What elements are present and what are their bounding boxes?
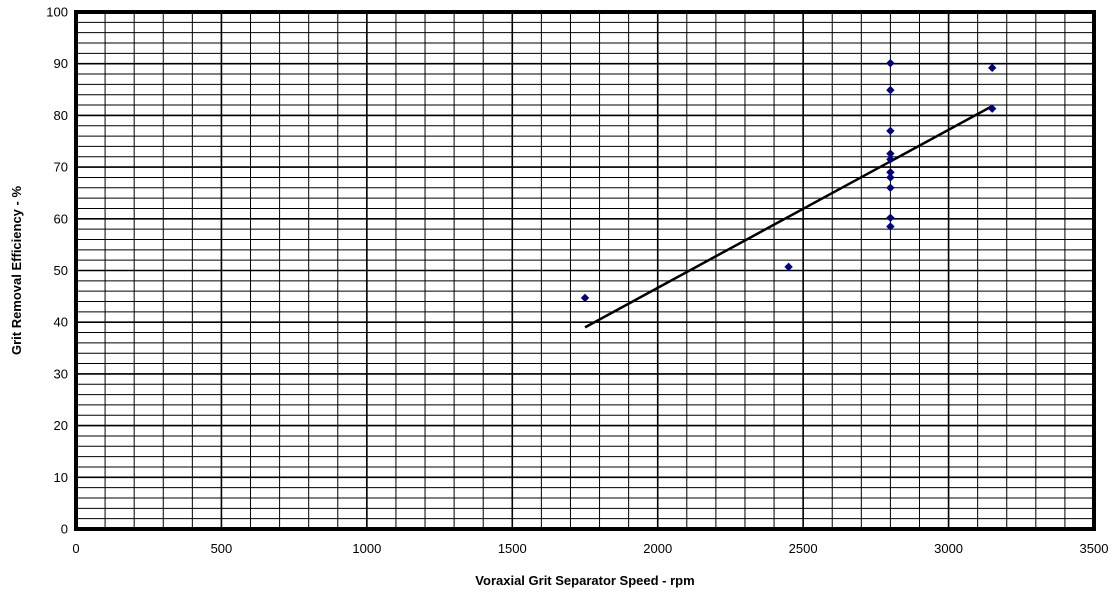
- y-axis-title: Grit Removal Efficiency - %: [9, 186, 24, 355]
- y-tick-labels: 0 10 20 30 40 50 60 70 80 90 100: [46, 5, 68, 537]
- data-point: [886, 58, 895, 68]
- y-tick-label: 30: [54, 366, 68, 381]
- data-point: [886, 183, 895, 192]
- data-point: [886, 149, 895, 158]
- y-tick-label: 20: [54, 418, 68, 433]
- x-tick-label: 2000: [643, 541, 672, 556]
- y-tick-label: 0: [61, 522, 68, 537]
- data-point: [886, 126, 895, 136]
- x-tick-label: 1000: [352, 541, 381, 556]
- data-point: [886, 173, 895, 182]
- data-point: [988, 63, 997, 73]
- x-tick-label: 1500: [498, 541, 527, 556]
- y-tick-label: 80: [54, 108, 68, 123]
- trendline: [584, 104, 993, 329]
- trendline-layer: [584, 104, 993, 329]
- x-tick-label: 2500: [789, 541, 818, 556]
- y-tick-label: 90: [54, 56, 68, 71]
- x-tick-label: 3000: [934, 541, 963, 556]
- x-axis-title: Voraxial Grit Separator Speed - rpm: [475, 573, 694, 588]
- y-tick-label: 50: [54, 263, 68, 278]
- y-tick-label: 40: [54, 315, 68, 330]
- data-point: [988, 104, 997, 113]
- x-tick-labels: 0 500 1000 1500 2000 2500 3000 3500: [72, 541, 1108, 556]
- x-tick-label: 3500: [1080, 541, 1109, 556]
- y-tick-label: 10: [54, 470, 68, 485]
- y-tick-label: 60: [54, 211, 68, 226]
- y-tick-label: 100: [46, 5, 68, 20]
- data-point: [886, 213, 895, 222]
- data-points: [580, 58, 997, 303]
- x-tick-label: 500: [211, 541, 233, 556]
- plot-frame: [74, 10, 1096, 531]
- data-point: [886, 222, 895, 231]
- x-tick-label: 0: [72, 541, 79, 556]
- data-point: [580, 293, 590, 303]
- data-point: [784, 262, 793, 272]
- data-point: [886, 155, 895, 164]
- data-point: [886, 168, 895, 177]
- data-point: [886, 85, 895, 95]
- y-tick-label: 70: [54, 160, 68, 175]
